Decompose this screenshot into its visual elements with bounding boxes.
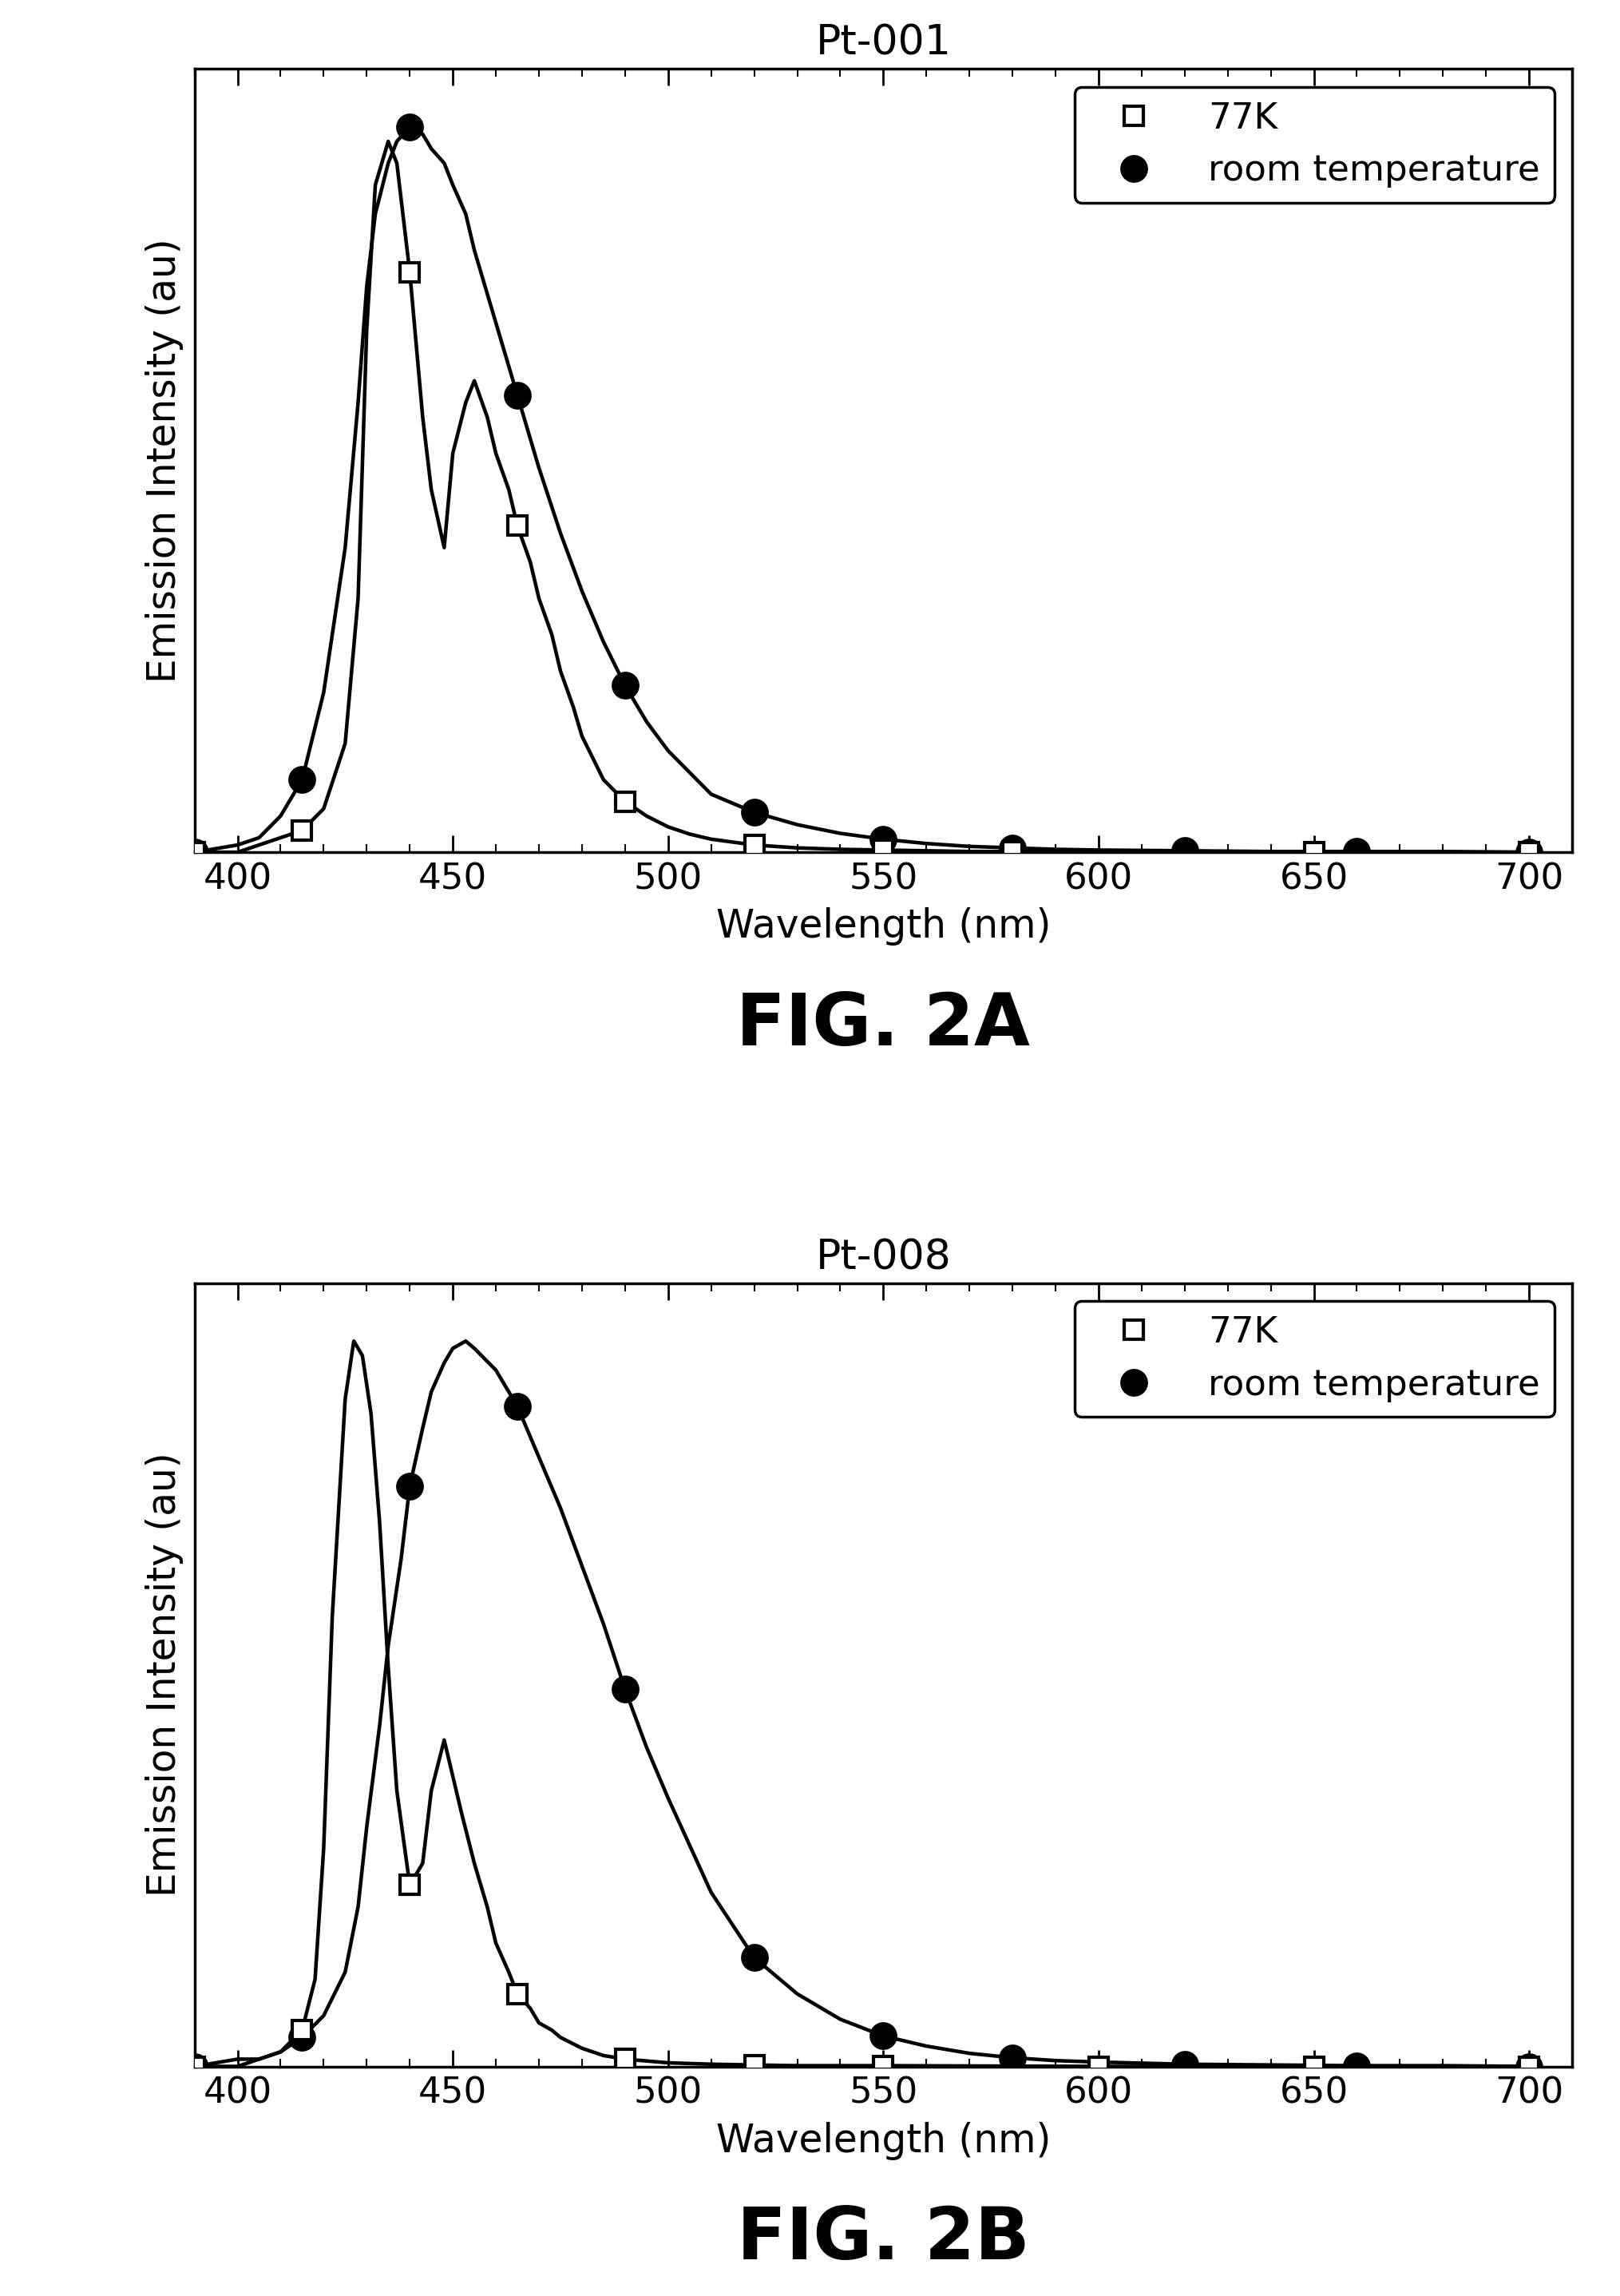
77K xyxy=(873,836,893,863)
Line: 77K: 77K xyxy=(185,1876,1537,2076)
77K xyxy=(185,2053,204,2080)
77K xyxy=(292,2016,311,2043)
room temperature xyxy=(400,1472,420,1499)
77K xyxy=(616,788,635,815)
room temperature xyxy=(185,2053,204,2080)
room temperature xyxy=(1346,838,1366,866)
room temperature xyxy=(1518,838,1537,866)
room temperature xyxy=(185,838,204,866)
Text: FIG. 2B: FIG. 2B xyxy=(737,2204,1029,2275)
room temperature xyxy=(1174,2050,1194,2078)
77K xyxy=(1518,838,1537,866)
77K xyxy=(400,1871,420,1899)
room temperature xyxy=(1174,838,1194,866)
room temperature xyxy=(1003,833,1022,861)
Line: room temperature: room temperature xyxy=(181,115,1541,866)
room temperature xyxy=(1346,2053,1366,2080)
room temperature xyxy=(1003,2043,1022,2071)
77K xyxy=(1003,838,1022,866)
Y-axis label: Emission Intensity (au): Emission Intensity (au) xyxy=(146,239,183,682)
77K xyxy=(1304,838,1324,866)
Line: room temperature: room temperature xyxy=(181,1394,1541,2078)
77K xyxy=(507,1979,527,2007)
77K xyxy=(873,2053,893,2080)
room temperature xyxy=(873,2023,893,2050)
room temperature xyxy=(744,799,763,827)
room temperature xyxy=(400,113,420,140)
77K xyxy=(1518,2053,1537,2080)
77K xyxy=(507,512,527,540)
Text: FIG. 2A: FIG. 2A xyxy=(735,990,1030,1061)
room temperature xyxy=(873,824,893,852)
room temperature xyxy=(292,767,311,794)
77K xyxy=(1304,2053,1324,2080)
77K xyxy=(185,838,204,866)
77K xyxy=(292,817,311,845)
Legend: 77K, room temperature: 77K, room temperature xyxy=(1074,87,1554,202)
room temperature xyxy=(292,2023,311,2050)
room temperature xyxy=(616,673,635,700)
room temperature xyxy=(1518,2053,1537,2080)
room temperature xyxy=(616,1676,635,1704)
Y-axis label: Emission Intensity (au): Emission Intensity (au) xyxy=(146,1453,183,1896)
77K xyxy=(400,257,420,285)
77K xyxy=(744,831,763,859)
Legend: 77K, room temperature: 77K, room temperature xyxy=(1074,1302,1554,1417)
77K xyxy=(744,2050,763,2078)
X-axis label: Wavelength (nm): Wavelength (nm) xyxy=(716,2122,1050,2161)
Title: Pt-008: Pt-008 xyxy=(815,1238,951,1279)
77K xyxy=(1089,2053,1108,2080)
X-axis label: Wavelength (nm): Wavelength (nm) xyxy=(716,907,1050,946)
room temperature xyxy=(744,1945,763,1972)
room temperature xyxy=(507,1394,527,1421)
Line: 77K: 77K xyxy=(185,262,1537,861)
room temperature xyxy=(507,381,527,409)
Title: Pt-001: Pt-001 xyxy=(815,23,951,64)
77K xyxy=(616,2046,635,2073)
